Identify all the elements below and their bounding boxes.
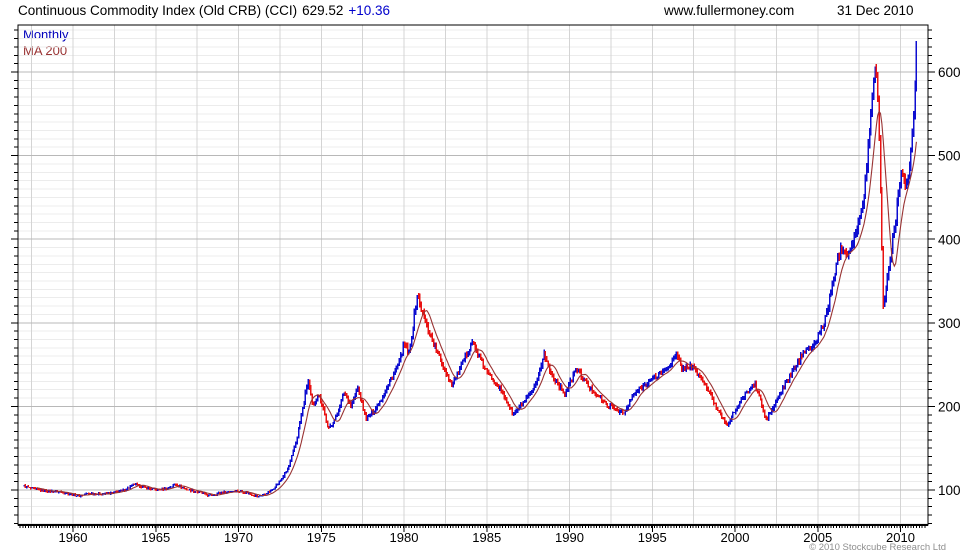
y-axis-label-400: 400	[938, 232, 961, 247]
x-axis-label-2010: 2010	[886, 530, 915, 545]
y-axis-label-500: 500	[938, 149, 961, 164]
y-axis-label-200: 200	[938, 400, 961, 415]
last-price: 629.52	[302, 3, 344, 18]
x-axis-label-1960: 1960	[59, 530, 88, 545]
y-axis-label-300: 300	[938, 316, 961, 331]
axes	[11, 24, 935, 532]
x-axis-label-1980: 1980	[390, 530, 419, 545]
x-axis-label-1985: 1985	[472, 530, 501, 545]
instrument-name: Continuous Commodity Index (Old CRB) (CC…	[18, 3, 298, 18]
x-axis-label-1970: 1970	[224, 530, 253, 545]
y-axis-label-100: 100	[938, 483, 961, 498]
ma-200-line	[36, 110, 917, 497]
x-axis-label-1965: 1965	[141, 530, 170, 545]
chart-date: 31 Dec 2010	[837, 3, 914, 18]
website-watermark: www.fullermoney.com	[664, 3, 795, 18]
x-axis-label-2005: 2005	[803, 530, 832, 545]
chart-title: Continuous Commodity Index (Old CRB) (CC…	[18, 3, 390, 18]
x-axis-label-1995: 1995	[638, 530, 667, 545]
price-change: +10.36	[348, 3, 391, 18]
copyright-notice: © 2010 Stockcube Research Ltd	[809, 542, 946, 553]
x-axis-label-1990: 1990	[555, 530, 584, 545]
monthly-price-bars	[23, 41, 918, 498]
axis-labels: 100 200 300 400 500 600 1960 1965 1970 1975 1980 19…	[59, 65, 961, 545]
x-axis-label-2000: 2000	[721, 530, 750, 545]
y-axis-label-600: 600	[938, 65, 961, 80]
x-axis-label-1975: 1975	[307, 530, 336, 545]
gridlines	[18, 25, 928, 525]
